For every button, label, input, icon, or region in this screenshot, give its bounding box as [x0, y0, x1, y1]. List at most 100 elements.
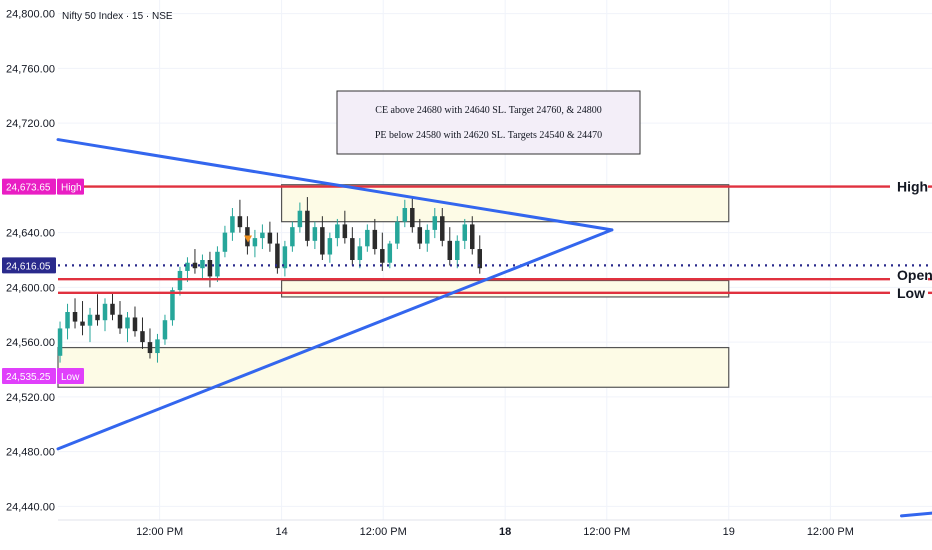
instrument-legend: Nifty 50 Index · 15 · NSE: [62, 11, 173, 22]
x-tick-label: 12:00 PM: [136, 526, 183, 538]
candle-body: [462, 224, 468, 241]
x-tick-label: 19: [723, 526, 735, 538]
y-tick-label: 24,440.00: [6, 501, 55, 513]
low-marker-price-badge: [2, 367, 56, 384]
signal-marker: [244, 235, 253, 243]
candle-body: [237, 216, 243, 228]
y-tick-label: 24,640.00: [6, 228, 55, 240]
x-tick-label: 18: [499, 526, 511, 538]
high-price-badge: [2, 178, 56, 195]
high-price-text: 24,673.65: [6, 183, 51, 194]
candle-body: [192, 262, 198, 269]
candle-body: [260, 232, 265, 239]
candle-body: [215, 251, 220, 277]
candle-body: [110, 303, 115, 315]
candle-body: [200, 260, 205, 269]
candle-body: [395, 221, 400, 244]
candle-body: [155, 339, 160, 354]
upper-zone: [280, 184, 730, 223]
middle-zone: [280, 279, 730, 298]
candle-body: [440, 216, 445, 241]
high-tag-text: High: [61, 183, 82, 194]
high-tag-badge: [57, 178, 84, 195]
candle-body: [267, 232, 273, 244]
candle-body: [117, 314, 123, 329]
annotation-line-1: CE above 24680 with 24640 SL. Target 247…: [375, 105, 601, 116]
candle-body: [350, 238, 355, 260]
candle-body: [207, 260, 213, 277]
lower-trendline: [56, 228, 614, 451]
candle-body: [162, 320, 168, 340]
candle-body: [102, 303, 108, 321]
candle-body: [387, 243, 393, 263]
candle-body: [275, 243, 280, 269]
candle-body: [432, 216, 438, 230]
x-tick-label: 12:00 PM: [360, 526, 407, 538]
candle-body: [327, 238, 333, 255]
last-price-price-badge: [2, 257, 56, 274]
y-tick-label: 24,800.00: [6, 9, 55, 21]
candle-body: [335, 224, 340, 239]
x-tick-label: 12:00 PM: [807, 526, 854, 538]
trendlines: [56, 138, 932, 518]
candle-body: [372, 229, 378, 250]
candle-body: [380, 249, 385, 263]
x-axis: 12:00 PM 14 12:00 PM 18 12:00 PM 19 12:00 PM: [136, 526, 854, 538]
far-right-trendline: [900, 511, 932, 518]
candle-body: [87, 314, 93, 326]
candle-body: [147, 342, 153, 354]
candle-body: [72, 312, 78, 322]
candle-body: [132, 317, 138, 332]
candle-body: [470, 224, 475, 250]
candle-body: [417, 227, 423, 244]
candle-body: [297, 210, 303, 228]
y-tick-label: 24,520.00: [6, 392, 55, 404]
upper-trendline: [56, 138, 614, 232]
candle-body: [402, 208, 408, 222]
x-tick-label: 12:00 PM: [583, 526, 630, 538]
candle-body: [455, 240, 460, 260]
candle-body: [95, 314, 100, 321]
y-tick-label: 24,560.00: [6, 337, 55, 349]
candle-body: [357, 246, 363, 260]
y-tick-label: 24,720.00: [6, 118, 55, 130]
candle-body: [57, 328, 63, 356]
candle-body: [125, 317, 130, 329]
candles: [57, 197, 483, 363]
annotation-box[interactable]: CE above 24680 with 24640 SL. Target 247…: [336, 90, 641, 155]
candle-body: [80, 321, 85, 326]
candle-body: [447, 240, 453, 260]
candle-body: [342, 224, 348, 239]
high-line-label: High: [897, 179, 928, 195]
y-tick-label: 24,480.00: [6, 447, 55, 459]
candle-body: [222, 232, 228, 252]
x-tick-label: 14: [275, 526, 287, 538]
annotation-background: [336, 90, 641, 155]
candle-body: [305, 210, 310, 241]
candle-body: [230, 216, 235, 233]
candle-body: [170, 290, 175, 321]
candle-body: [365, 229, 370, 247]
annotation-line-2: PE below 24580 with 24620 SL. Targets 24…: [375, 130, 602, 141]
lower-zone: [57, 346, 730, 388]
candle-body: [312, 227, 318, 241]
candle-body: [140, 331, 145, 343]
candle-body: [185, 262, 190, 271]
low-marker-price-text: 24,535.25: [6, 372, 51, 383]
candle-body: [477, 249, 483, 269]
candle-body: [425, 229, 430, 244]
y-tick-label: 24,760.00: [6, 63, 55, 75]
candle-body: [320, 227, 325, 255]
zones: [57, 184, 730, 388]
open-line-label: Open: [897, 267, 932, 283]
orange-down-triangle: [244, 235, 253, 243]
candle-body: [65, 312, 70, 329]
candle-body: [177, 270, 183, 291]
low-marker-tag-text: Low: [61, 372, 80, 383]
horizontal-lines: High Open Low: [58, 179, 932, 301]
candle-body: [410, 208, 415, 228]
last-price-price-text: 24,616.05: [6, 261, 51, 272]
candle-body: [290, 227, 295, 247]
grid-lines: [58, 0, 932, 521]
